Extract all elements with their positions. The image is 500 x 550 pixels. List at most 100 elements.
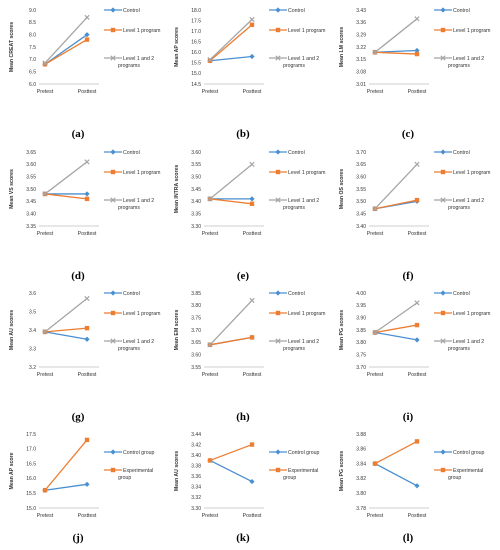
series-line xyxy=(209,198,253,205)
y-tick-label: 3.60 xyxy=(191,352,201,358)
legend: Control group Experimental group xyxy=(104,449,155,481)
y-tick-label: 17.0 xyxy=(191,29,201,35)
legend-label: Level 1 and 2 programs xyxy=(118,56,154,69)
y-tick-label: 4.00 xyxy=(356,291,366,297)
data-point xyxy=(84,437,90,443)
series-level12 xyxy=(207,16,255,63)
legend-item: Level 1 and 2 programs xyxy=(269,197,319,211)
y-tick-label: 17.5 xyxy=(191,18,201,24)
series-line xyxy=(44,327,88,333)
y-tick-label: 15.0 xyxy=(191,71,201,77)
x-tick-label: Pretest xyxy=(202,513,219,519)
series-line xyxy=(209,163,253,200)
series-level1 xyxy=(372,439,420,466)
y-tick-label: 7.0 xyxy=(29,57,36,63)
series-line xyxy=(44,39,88,65)
panel-label: (c) xyxy=(401,128,415,140)
series-level12 xyxy=(207,161,255,202)
legend-marker xyxy=(440,7,446,13)
y-tick-label: 6.0 xyxy=(29,82,36,88)
y-tick-label: 3.70 xyxy=(356,150,366,156)
y-axis-title: Mean PG scores xyxy=(339,451,345,491)
x-tick-label: Posttest xyxy=(408,372,427,378)
series-line xyxy=(209,55,253,62)
data-point xyxy=(249,53,255,60)
legend-marker xyxy=(440,449,446,455)
panel-label: (f) xyxy=(402,270,414,282)
series-level1 xyxy=(207,442,255,463)
y-axis-title: Mean EM scores xyxy=(174,310,180,351)
y-tick-label: 3.5 xyxy=(29,309,36,315)
y-tick-label: 8.0 xyxy=(29,32,36,38)
legend: Control Level 1 program Level 1 and 2 progr… xyxy=(269,149,326,211)
y-tick-label: 7.5 xyxy=(29,45,36,51)
series-level1 xyxy=(42,191,90,202)
legend-label: Level 1 and 2 programs xyxy=(283,56,319,69)
data-point xyxy=(207,57,213,63)
chart-panel: Mean AU scores 3.2 3.3 3.4 3.5 3.6 Pretest Post… xyxy=(9,290,161,378)
y-tick-label: 15.0 xyxy=(26,506,36,512)
series-line xyxy=(374,199,418,210)
data-point xyxy=(207,342,213,348)
y-tick-label: 3.55 xyxy=(191,365,201,371)
y-axis-title: Mean AP score xyxy=(9,452,15,489)
legend-marker xyxy=(110,149,116,155)
y-tick-label: 3.50 xyxy=(356,199,366,205)
legend-item: Level 1 and 2 programs xyxy=(269,338,319,352)
legend-marker xyxy=(275,197,281,203)
data-point xyxy=(42,60,48,66)
y-tick-label: 3.65 xyxy=(356,162,366,168)
y-tick-label: 3.35 xyxy=(191,211,201,217)
panel-label: (h) xyxy=(236,411,250,423)
legend-label: Experimental group xyxy=(283,468,318,481)
legend-label: Level 1 program xyxy=(288,170,326,176)
data-point xyxy=(207,458,213,463)
series-level12 xyxy=(372,161,420,212)
y-tick-label: 18.0 xyxy=(191,8,201,14)
x-tick-label: Posttest xyxy=(78,513,97,519)
legend-item: Level 1 and 2 programs xyxy=(434,197,484,211)
series-level1 xyxy=(42,37,90,67)
y-tick-label: 3.35 xyxy=(26,224,36,230)
data-point xyxy=(207,58,213,63)
x-tick-label: Posttest xyxy=(408,89,427,95)
legend: Control Level 1 program Level 1 and 2 progr… xyxy=(269,7,326,69)
data-point xyxy=(249,478,255,485)
legend-label: Level 1 program xyxy=(288,311,326,317)
legend-marker xyxy=(440,55,446,61)
legend: Control Level 1 program Level 1 and 2 progr… xyxy=(434,149,491,211)
legend-item: Control xyxy=(104,7,140,14)
data-point xyxy=(42,191,48,197)
y-tick-label: 3.36 xyxy=(191,474,201,480)
legend-marker xyxy=(440,290,446,296)
y-tick-label: 3.45 xyxy=(191,187,201,193)
series-line xyxy=(209,443,253,462)
data-point xyxy=(84,191,90,197)
y-tick-label: 3.60 xyxy=(191,150,201,156)
y-tick-label: 3.60 xyxy=(26,162,36,168)
legend-marker xyxy=(110,197,116,203)
data-point xyxy=(414,16,420,22)
y-tick-label: 3.45 xyxy=(356,211,366,217)
data-point xyxy=(249,161,255,167)
series-line xyxy=(44,16,88,64)
y-tick-label: 16.5 xyxy=(26,461,36,467)
data-point xyxy=(414,51,420,57)
data-point xyxy=(249,16,255,23)
data-point xyxy=(42,488,48,493)
y-tick-label: 3.3 xyxy=(29,346,36,352)
y-tick-label: 3.34 xyxy=(191,485,201,491)
y-tick-label: 3.70 xyxy=(356,365,366,371)
legend-item: Level 1 and 2 programs xyxy=(104,197,154,211)
y-tick-label: 3.30 xyxy=(191,506,201,512)
series-line xyxy=(374,440,418,465)
series-level1 xyxy=(42,437,90,493)
x-tick-label: Posttest xyxy=(78,89,97,95)
y-tick-label: 3.42 xyxy=(191,442,201,448)
y-tick-label: 3.50 xyxy=(191,174,201,180)
data-point xyxy=(414,439,420,444)
y-tick-label: 17.5 xyxy=(26,432,36,438)
y-axis-title: Mean INTRA scores xyxy=(174,165,180,214)
legend-label: Level 1 program xyxy=(453,28,491,34)
legend-item: Level 1 program xyxy=(104,169,161,176)
